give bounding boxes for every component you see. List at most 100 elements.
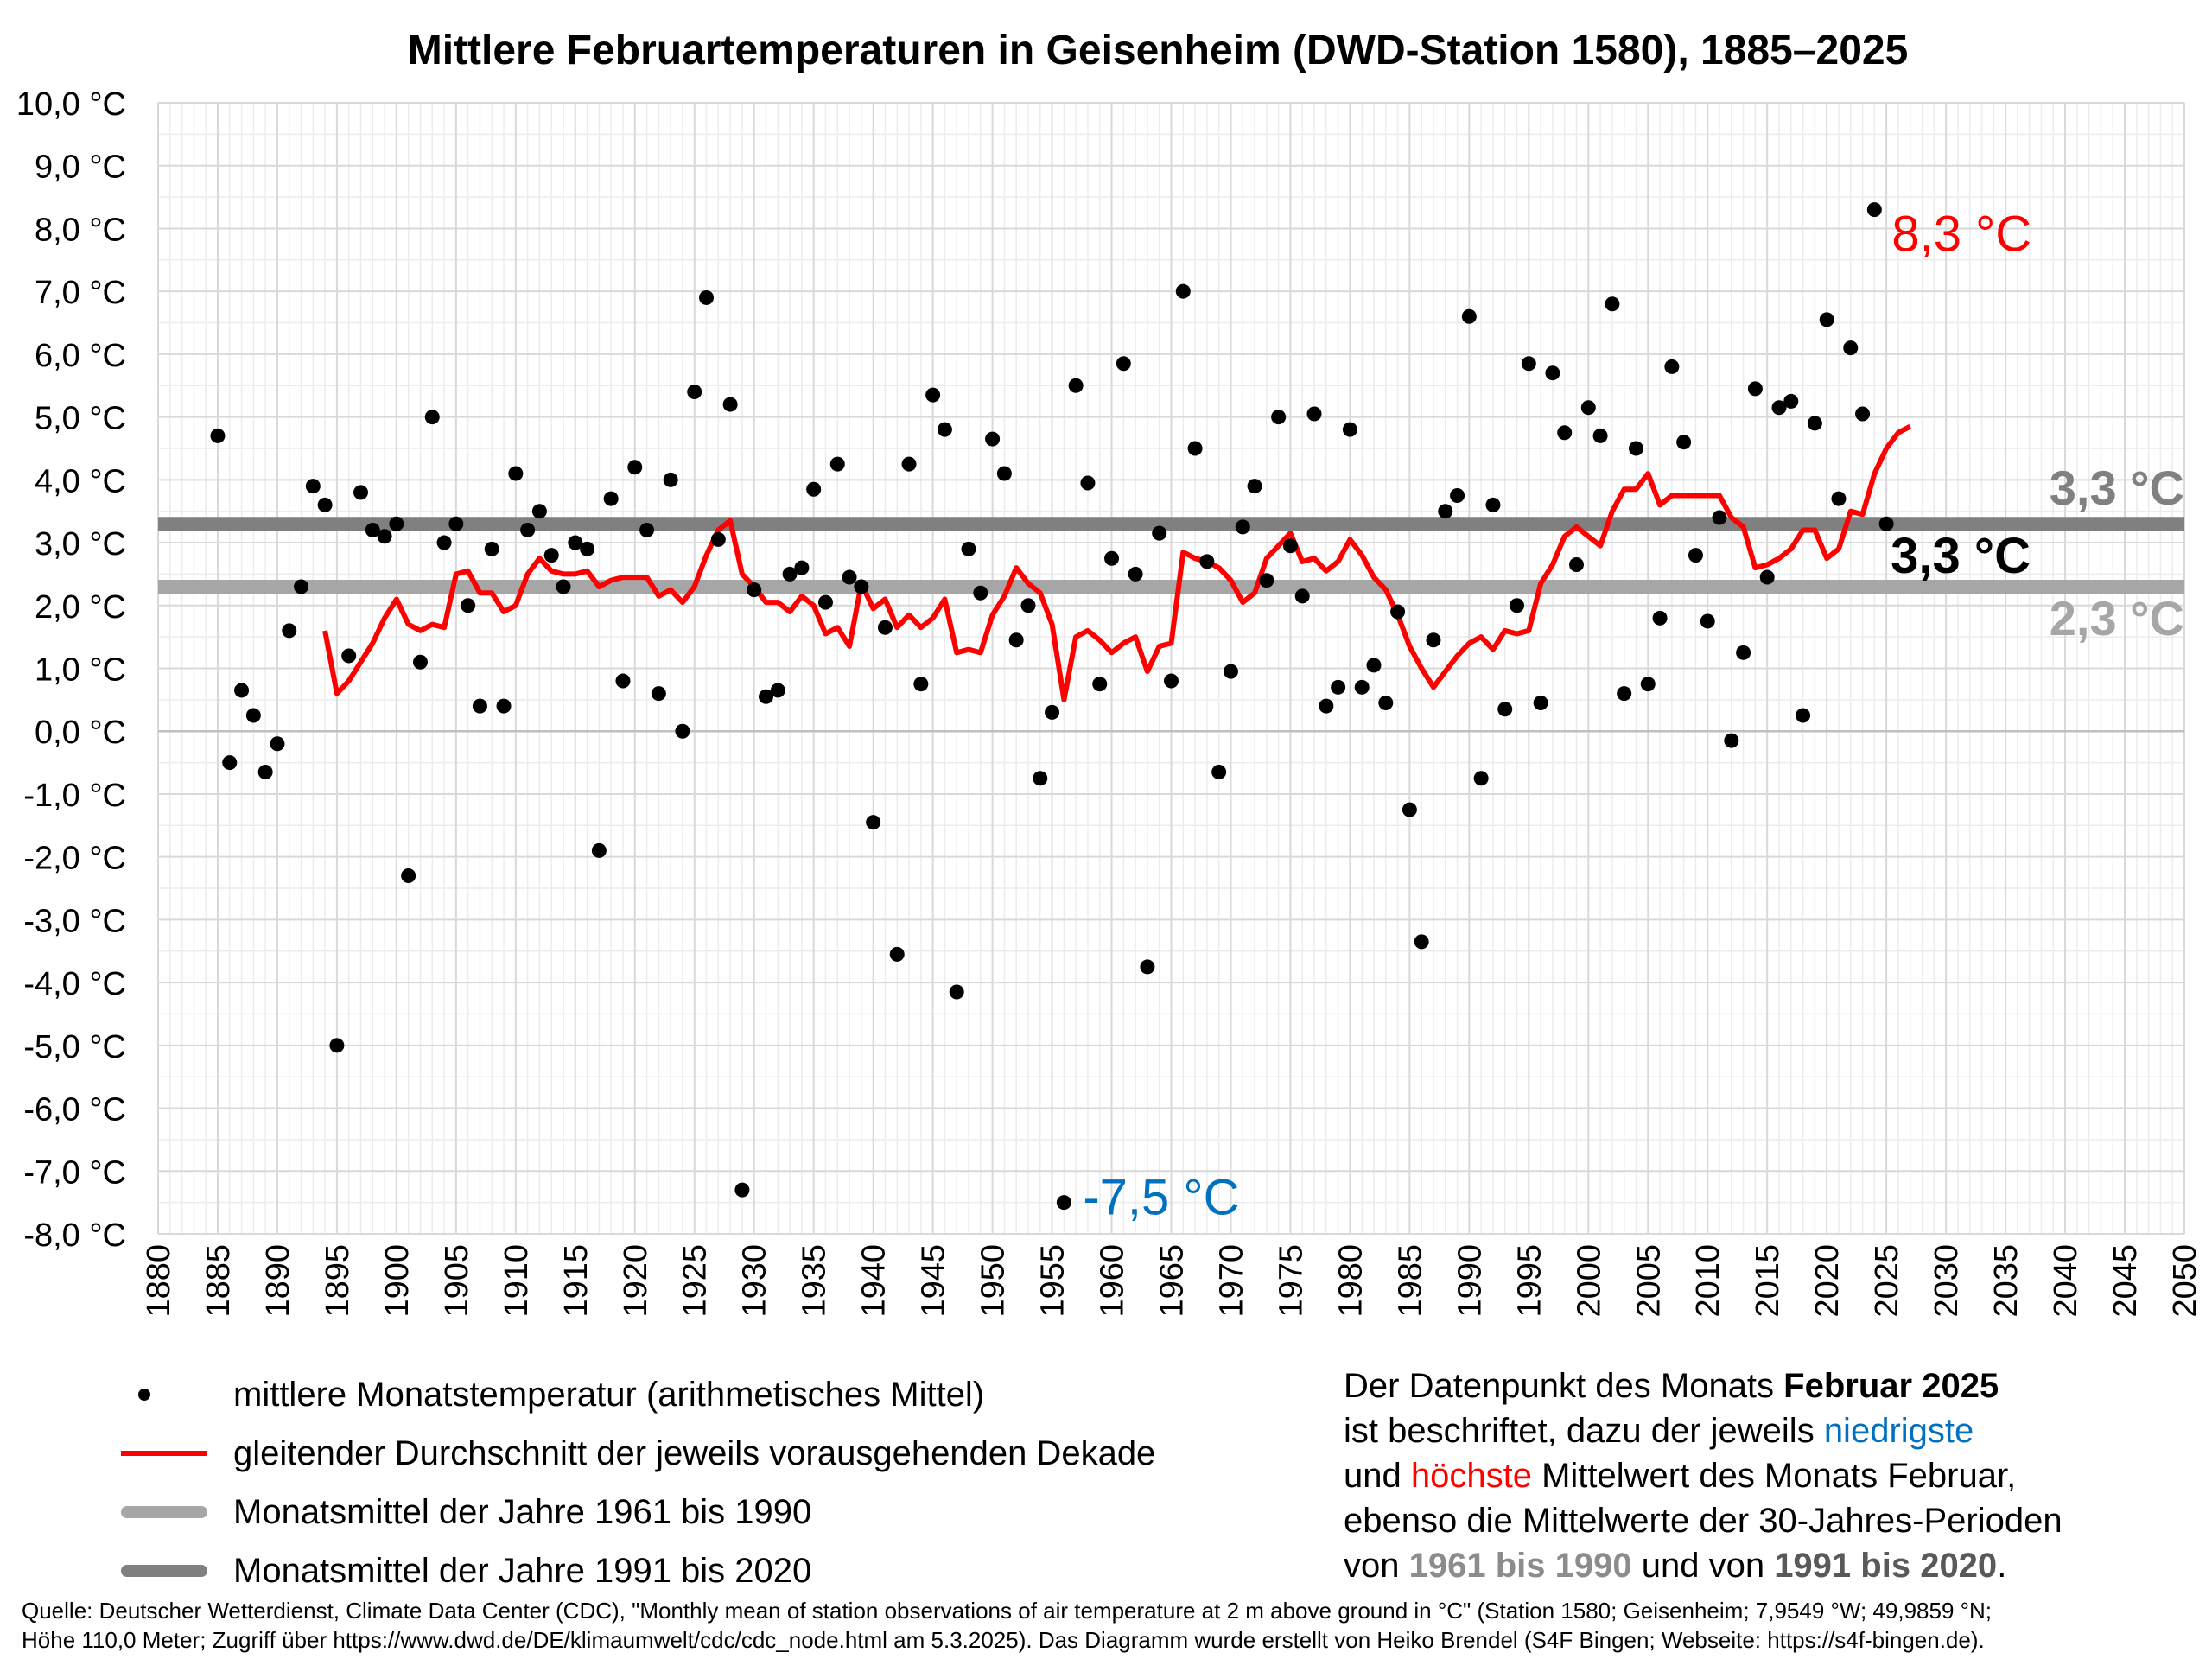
dot-marker-icon [112, 1377, 207, 1412]
y-tick-label: 3,0 °C [35, 526, 126, 563]
x-tick-label: 1890 [260, 1244, 296, 1318]
y-tick-label: -3,0 °C [23, 903, 126, 939]
data-point [1104, 550, 1120, 566]
data-point [591, 842, 607, 858]
data-point [925, 387, 941, 403]
x-tick-label: 2020 [1809, 1244, 1846, 1318]
data-point [282, 623, 297, 639]
legend-item-moving-average: gleitender Durchschnitt der jeweils vora… [112, 1424, 1262, 1483]
data-point [1878, 516, 1894, 531]
data-point [866, 815, 881, 830]
data-point [1796, 708, 1811, 723]
x-tick-label: 2040 [2048, 1244, 2084, 1318]
data-point [1378, 695, 1394, 710]
ref-label-1961-1990: 2,3 °C [2050, 591, 2184, 645]
data-point [901, 456, 917, 472]
data-point [222, 755, 238, 771]
y-tick-label: 2,0 °C [35, 589, 126, 626]
note-text: Der Datenpunkt des Monats [1344, 1367, 1784, 1405]
x-tick-label: 1980 [1332, 1244, 1369, 1318]
x-tick-label: 1970 [1213, 1244, 1249, 1318]
data-point [1592, 428, 1608, 443]
data-point [1366, 658, 1382, 673]
data-point [461, 598, 476, 613]
data-point [1843, 340, 1859, 356]
x-tick-label: 1940 [856, 1244, 893, 1318]
data-point [1545, 365, 1560, 381]
data-point [1831, 491, 1847, 506]
light-gray-line-icon [112, 1495, 207, 1529]
data-point [806, 481, 822, 497]
data-point [472, 698, 487, 714]
data-point [245, 708, 261, 723]
data-point [305, 479, 321, 494]
data-point [424, 410, 440, 425]
data-point [1342, 422, 1357, 437]
data-point [294, 579, 309, 594]
data-point [722, 397, 738, 412]
note-text: . [1997, 1547, 2007, 1585]
x-tick-label: 1910 [499, 1244, 535, 1318]
data-point [1426, 632, 1441, 648]
data-point [1354, 679, 1370, 695]
legend-label: Monatsmittel der Jahre 1961 bis 1990 [233, 1492, 812, 1531]
data-point [1664, 359, 1680, 374]
data-point [1068, 378, 1084, 393]
data-point [1414, 934, 1429, 950]
y-tick-label: -7,0 °C [23, 1154, 126, 1191]
data-point [1557, 425, 1573, 441]
x-tick-label: 2025 [1869, 1244, 1905, 1318]
x-tick-label: 1885 [200, 1244, 237, 1318]
data-point [436, 535, 452, 550]
x-tick-label: 2035 [1988, 1244, 2024, 1318]
x-tick-label: 1915 [558, 1244, 594, 1318]
data-point [1807, 416, 1822, 431]
y-tick-label: 1,0 °C [35, 652, 126, 689]
data-point [1116, 356, 1131, 372]
x-tick-label: 1880 [141, 1244, 177, 1318]
data-point [770, 683, 785, 698]
data-point [1676, 435, 1692, 450]
data-point [627, 460, 643, 475]
data-point [1438, 504, 1453, 519]
data-point [1747, 381, 1763, 397]
data-point [1008, 632, 1024, 648]
data-point [508, 466, 524, 481]
data-point [1164, 673, 1179, 689]
data-point [1128, 566, 1143, 582]
y-tick-label: -2,0 °C [23, 841, 126, 877]
data-point [1617, 686, 1632, 702]
data-point [1771, 400, 1787, 416]
data-point [520, 523, 536, 538]
data-point [317, 497, 333, 512]
x-tick-label: 1960 [1095, 1244, 1131, 1318]
y-tick-label: 6,0 °C [35, 338, 126, 374]
data-point [747, 582, 762, 598]
note-text: von [1344, 1547, 1409, 1585]
data-point [1045, 704, 1060, 720]
data-point [1319, 698, 1334, 714]
note-text: ebenso die Mittelwerte der 30-Jahres-Per… [1344, 1502, 2063, 1540]
x-tick-label: 1900 [379, 1244, 416, 1318]
x-tick-label: 1935 [797, 1244, 833, 1318]
legend: mittlere Monatstemperatur (arithmetische… [112, 1365, 1262, 1600]
data-point [1485, 497, 1501, 512]
x-tick-label: 2045 [2107, 1244, 2144, 1318]
legend-label: mittlere Monatstemperatur (arithmetische… [233, 1375, 985, 1414]
data-point [1306, 406, 1322, 422]
data-point [1271, 410, 1287, 425]
data-point [961, 541, 976, 556]
y-axis-ticks: 10,0 °C 9,0 °C 8,0 °C 7,0 °C 6,0 °C 5,0 °C 4,0… [16, 86, 126, 1254]
data-point [1080, 475, 1096, 491]
note-highest: höchste [1410, 1457, 1532, 1495]
data-point [1700, 613, 1715, 629]
x-tick-label: 1995 [1511, 1244, 1548, 1318]
y-tick-label: 4,0 °C [35, 463, 126, 499]
data-point [1580, 400, 1596, 416]
data-point [615, 673, 631, 689]
data-point [1056, 1195, 1071, 1211]
data-point [949, 984, 964, 1000]
legend-label: Monatsmittel der Jahre 1991 bis 2020 [233, 1551, 812, 1590]
moving-average-line [322, 423, 1912, 702]
